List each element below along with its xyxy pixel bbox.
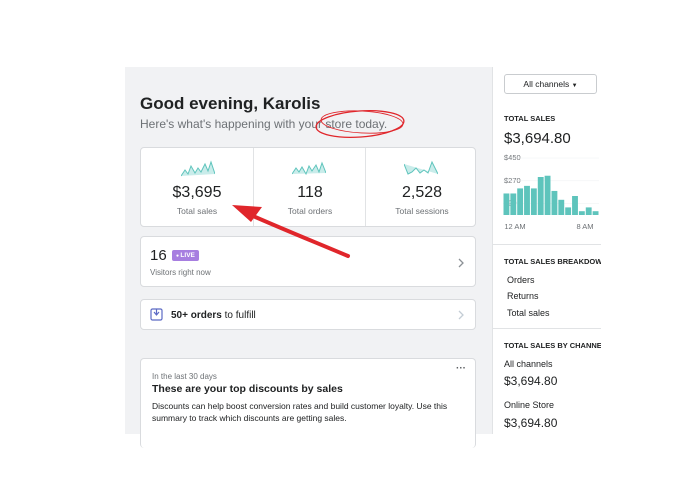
metrics-card: $3,695 Total sales 118 Total orders 2,52… <box>140 147 476 227</box>
visitors-label: Visitors right now <box>150 268 211 277</box>
more-menu[interactable]: ··· <box>456 363 466 374</box>
visitor-count: 16 <box>150 247 167 264</box>
y-tick-label: $90 <box>504 199 517 208</box>
metric[interactable]: 2,528 Total sessions <box>365 148 478 226</box>
discounts-body: Discounts can help boost conversion rate… <box>152 401 448 423</box>
bar <box>544 175 551 215</box>
bar <box>517 188 524 215</box>
metric-value: $3,695 <box>172 184 222 201</box>
section-title: TOTAL SALES <box>504 114 556 123</box>
channel-amount: $3,694.80 <box>504 416 558 430</box>
live-badge: ● LIVE <box>172 250 199 261</box>
metric[interactable]: 118 Total orders <box>253 148 366 226</box>
channel-name: Online Store <box>504 400 555 410</box>
subtitle: Here's what's happening with your store … <box>140 117 388 131</box>
chevron <box>458 258 464 268</box>
section-title: TOTAL SALES BY CHANNEL <box>504 341 601 350</box>
bar <box>510 193 517 215</box>
bar <box>503 193 510 215</box>
section-title: TOTAL SALES BREAKDOWN <box>504 257 601 266</box>
bar <box>551 190 558 215</box>
channel-amount: $3,694.80 <box>504 374 558 388</box>
channel-name: All channels <box>504 359 553 369</box>
discounts-title: These are your top discounts by sales <box>152 383 343 395</box>
bar <box>565 207 572 215</box>
chevron <box>458 310 464 320</box>
bar <box>578 211 585 215</box>
channel-select[interactable]: All channels ▼ <box>504 74 597 94</box>
metric[interactable]: $3,695 Total sales <box>141 148 253 226</box>
bar <box>530 188 537 215</box>
x-tick-label: 12 AM <box>504 222 525 231</box>
sales-chart: $450 $270 $90 12 AM 8 AM <box>503 153 599 231</box>
breakdown-item[interactable]: Total sales <box>507 308 550 318</box>
bar <box>558 199 565 215</box>
bar <box>537 177 544 215</box>
x-tick-label: 8 AM <box>576 222 593 231</box>
badge-text: LIVE <box>180 252 195 259</box>
select-text: All channels <box>523 79 570 89</box>
discounts-card: In the last 30 days These are your top d… <box>140 358 476 448</box>
sidebar: All channels ▼ TOTAL SALES $3,694.80 $45… <box>492 67 601 434</box>
greeting: Good evening, Karolis <box>140 94 321 113</box>
main-panel: Good evening, Karolis Here's what's happ… <box>125 67 492 448</box>
sparkline <box>292 161 326 176</box>
bar <box>572 196 578 215</box>
bar <box>524 185 530 215</box>
bar <box>585 207 592 215</box>
total-amount: $3,694.80 <box>504 130 571 147</box>
sparkline <box>181 160 215 177</box>
y-tick-label: $270 <box>504 176 521 185</box>
visitors-card[interactable]: 16 ● LIVE Visitors right now <box>140 236 476 287</box>
breakdown-item[interactable]: Orders <box>507 275 535 285</box>
metric-value: 2,528 <box>401 184 443 201</box>
inbox-icon <box>150 308 163 321</box>
metric-value: 118 <box>297 184 323 201</box>
orders-suffix: to fulfill <box>224 310 256 321</box>
discounts-period: In the last 30 days <box>152 372 217 381</box>
y-tick-label: $450 <box>504 153 521 162</box>
sparkline <box>404 160 438 175</box>
divider <box>493 328 601 329</box>
breakdown-item[interactable]: Returns <box>507 291 539 301</box>
orders-text: 50+ orders to fulfill <box>171 310 256 321</box>
divider <box>493 244 601 245</box>
orders-count: 50+ orders <box>171 310 222 321</box>
metric-label: Total sales <box>176 206 218 216</box>
metric-label: Total orders <box>287 206 333 216</box>
orders-card[interactable]: 50+ orders to fulfill <box>140 299 476 330</box>
bar <box>592 211 599 215</box>
metric-label: Total sessions <box>395 206 449 216</box>
